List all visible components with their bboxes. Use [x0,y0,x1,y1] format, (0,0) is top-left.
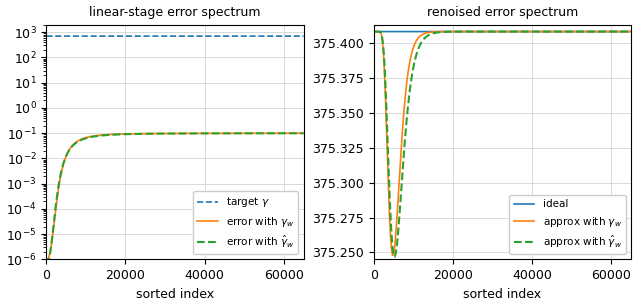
X-axis label: sorted index: sorted index [463,288,541,301]
Legend: target $\gamma$, error with $\gamma_w$, error with $\hat{\gamma}_w$: target $\gamma$, error with $\gamma_w$, … [193,191,298,254]
Title: renoised error spectrum: renoised error spectrum [427,6,578,19]
Title: linear-stage error spectrum: linear-stage error spectrum [89,6,260,19]
Legend: ideal, approx with $\gamma_w$, approx with $\hat{\gamma}_w$: ideal, approx with $\gamma_w$, approx wi… [509,195,626,254]
X-axis label: sorted index: sorted index [136,288,214,301]
